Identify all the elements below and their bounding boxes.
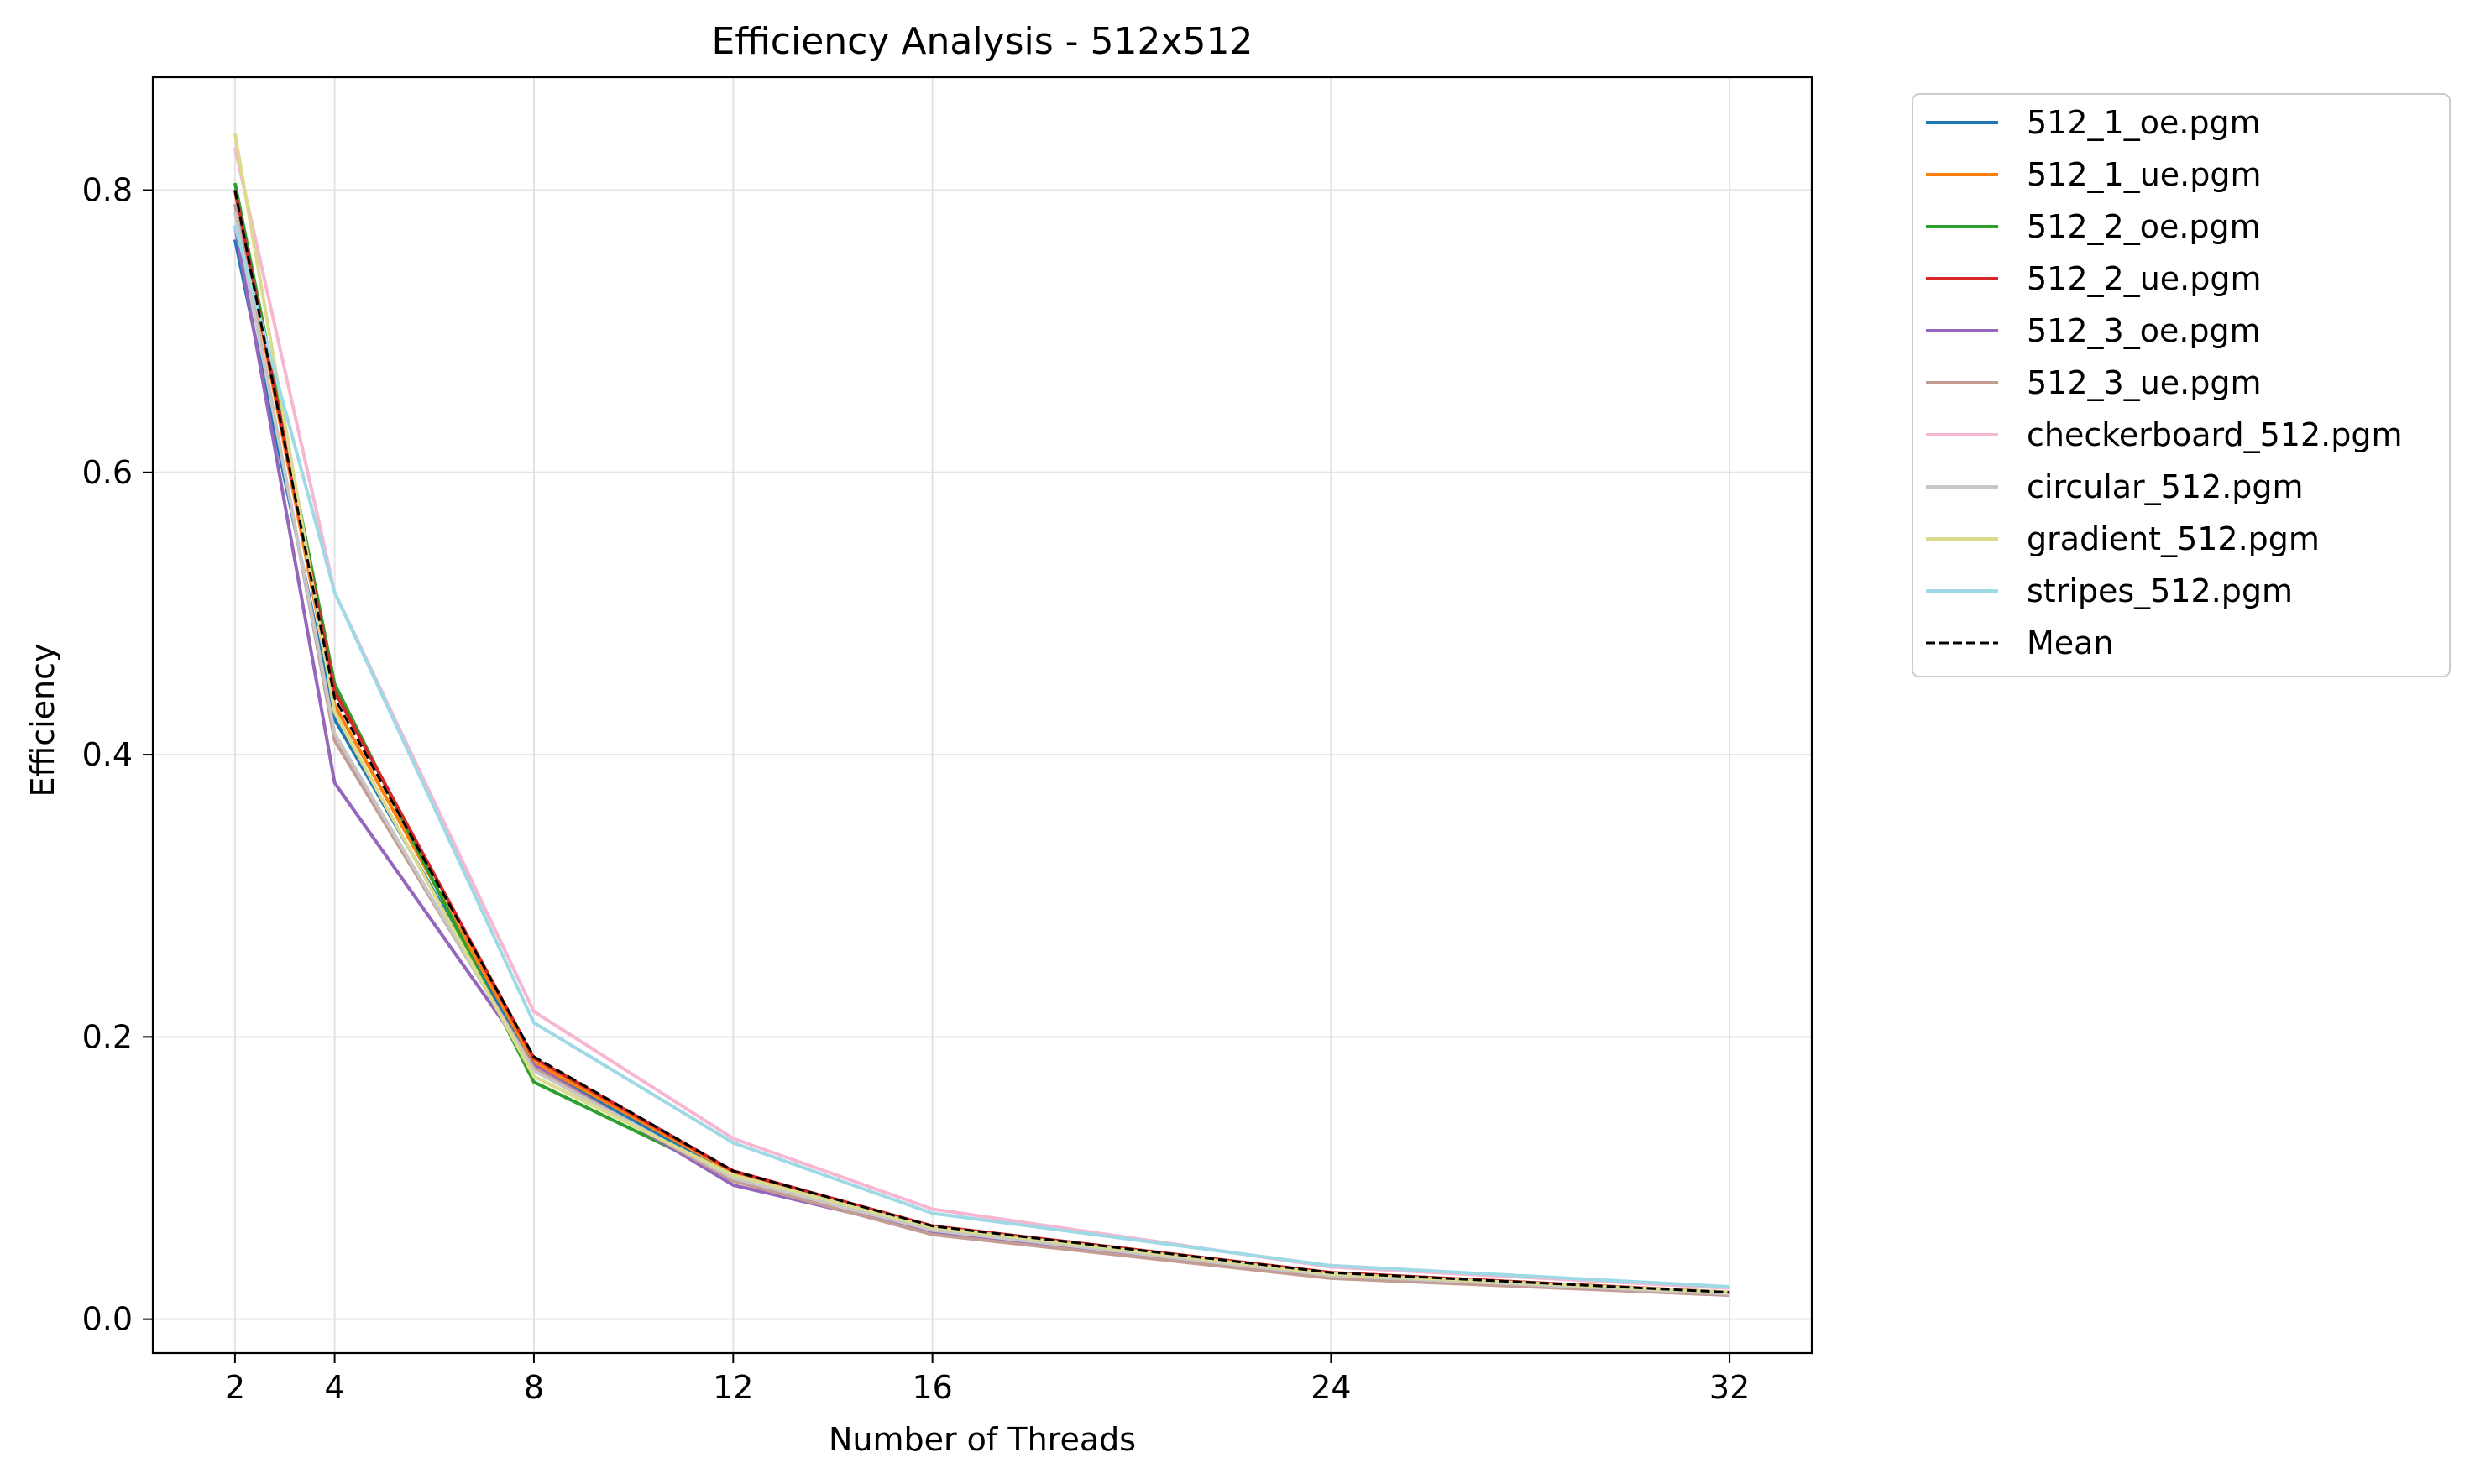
legend-label-1: 512_1_ue.pgm bbox=[2027, 156, 2262, 193]
y-tick-label: 0.0 bbox=[82, 1301, 133, 1338]
y-axis-label: Efficiency bbox=[24, 643, 61, 797]
legend-label-9: stripes_512.pgm bbox=[2027, 572, 2293, 609]
series-lines bbox=[233, 133, 1730, 1298]
legend-label-7: circular_512.pgm bbox=[2027, 468, 2304, 505]
series-line-8 bbox=[233, 133, 1730, 1294]
legend-label-3: 512_2_ue.pgm bbox=[2027, 260, 2262, 297]
legend-label-8: gradient_512.pgm bbox=[2027, 520, 2320, 557]
series-line-10 bbox=[233, 190, 1730, 1294]
legend-label-6: checkerboard_512.pgm bbox=[2027, 416, 2403, 453]
legend-label-2: 512_2_oe.pgm bbox=[2027, 208, 2261, 245]
y-tick-label: 0.6 bbox=[82, 454, 133, 491]
series-line-9 bbox=[233, 224, 1730, 1288]
plot-frame bbox=[151, 76, 1813, 1355]
x-tick-label: 12 bbox=[713, 1369, 753, 1406]
x-tick-label: 8 bbox=[524, 1369, 544, 1406]
y-axis-ticks: 0.0 0.2 0.4 0.6 0.8 bbox=[82, 172, 153, 1338]
legend-label-4: 512_3_oe.pgm bbox=[2027, 312, 2261, 349]
y-tick-label: 0.4 bbox=[82, 736, 133, 773]
x-tick-label: 16 bbox=[912, 1369, 952, 1406]
x-tick-label: 2 bbox=[225, 1369, 245, 1406]
y-tick-label: 0.2 bbox=[82, 1018, 133, 1055]
legend-label-5: 512_3_ue.pgm bbox=[2027, 364, 2262, 401]
legend-box bbox=[1912, 93, 2451, 677]
series-line-5 bbox=[233, 203, 1730, 1298]
x-tick-label: 4 bbox=[324, 1369, 344, 1406]
x-tick-label: 24 bbox=[1311, 1369, 1351, 1406]
legend: 512_1_oe.pgm 512_1_ue.pgm 512_2_oe.pgm 512_… bbox=[1912, 93, 2451, 677]
legend-label-0: 512_1_oe.pgm bbox=[2027, 104, 2261, 141]
legend-label-10: Mean bbox=[2027, 624, 2114, 661]
x-axis-label: Number of Threads bbox=[829, 1421, 1136, 1458]
x-axis-ticks: 2 4 8 12 16 24 32 bbox=[225, 1353, 1750, 1406]
y-tick-label: 0.8 bbox=[82, 172, 133, 209]
x-tick-label: 32 bbox=[1709, 1369, 1750, 1406]
chart-title: Efficiency Analysis - 512x512 bbox=[711, 20, 1253, 63]
